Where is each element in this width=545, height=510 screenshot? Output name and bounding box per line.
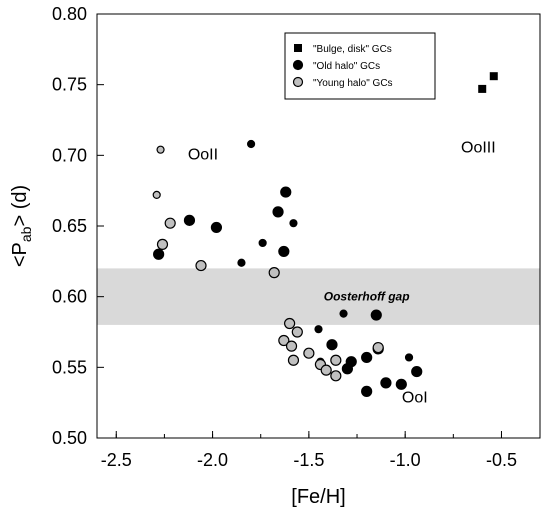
oosterhoff-gap-band — [97, 268, 540, 325]
data-point-circle — [285, 340, 298, 352]
data-point-circle — [284, 317, 296, 330]
data-point-circle — [404, 353, 414, 362]
data-point-circle — [380, 377, 392, 389]
x-tick-label: -2.0 — [197, 450, 228, 470]
y-tick-label: 0.75 — [52, 75, 87, 95]
region-annotations: OoII OoIII OoI — [188, 140, 496, 407]
legend-label: "Bulge, disk" GCs — [313, 44, 392, 55]
data-point-circle — [372, 341, 384, 354]
data-point-circle — [361, 351, 373, 364]
legend-marker-circle — [292, 76, 304, 88]
data-point-circle — [326, 339, 338, 351]
data-point-circle — [330, 354, 342, 366]
data-point-circle — [164, 217, 176, 229]
y-axis-title-main: <P — [9, 242, 31, 267]
y-tick-label: 0.60 — [52, 287, 87, 307]
data-point-circle — [195, 259, 207, 272]
y-axis-title-subscript: ab — [18, 226, 34, 242]
data-point-circle — [183, 214, 196, 226]
data-point-circle — [152, 190, 161, 200]
data-point-circle — [289, 219, 298, 228]
x-tick-label: -2.5 — [101, 450, 132, 470]
legend-box — [284, 32, 436, 100]
data-point-circle — [341, 363, 353, 375]
region-label: OoI — [402, 390, 428, 407]
data-point-circle — [272, 206, 284, 218]
data-point-square — [489, 72, 498, 81]
y-tick-label: 0.70 — [52, 145, 87, 165]
data-point-circle — [287, 354, 300, 366]
data-point-circle — [246, 139, 256, 149]
y-tick-label: 0.80 — [52, 4, 87, 24]
region-label: OoIII — [461, 140, 496, 157]
data-point-circle — [303, 347, 315, 359]
region-label: OoII — [188, 147, 218, 164]
x-axis: -2.5 -2.0 -1.5 -1.0 -0.5 — [101, 431, 517, 470]
data-point-circle — [268, 267, 280, 279]
data-point-circle — [258, 238, 267, 248]
legend-marker-circle — [292, 59, 304, 71]
legend-marker-square — [294, 44, 302, 52]
oosterhoff-gap-label: Oosterhoff gap — [324, 290, 410, 304]
data-point-circle — [370, 309, 382, 321]
legend-label: "Young halo" GCs — [313, 78, 393, 89]
data-point-circle — [280, 186, 292, 198]
data-point-square — [478, 84, 487, 93]
x-tick-label: -0.5 — [486, 450, 517, 470]
y-axis-title: <Pab> (d) — [9, 185, 34, 267]
legend-label: "Old halo" GCs — [313, 61, 380, 72]
data-point-circle — [291, 326, 303, 338]
data-point-circle — [237, 258, 246, 267]
data-point-circle — [320, 364, 332, 376]
y-tick-label: 0.50 — [52, 428, 87, 448]
data-point-circle — [314, 325, 323, 334]
y-axis: 0.50 0.55 0.60 0.65 0.70 0.75 0.80 — [52, 4, 104, 448]
x-axis-title: [Fe/H] — [291, 486, 345, 508]
data-point-circle — [278, 245, 290, 258]
data-point-circle — [153, 248, 165, 260]
data-points — [152, 72, 498, 397]
y-tick-label: 0.55 — [52, 357, 87, 377]
y-tick-label: 0.65 — [52, 216, 87, 236]
data-point-circle — [361, 385, 373, 397]
data-point-circle — [156, 145, 165, 154]
data-point-circle — [395, 378, 407, 390]
legend: "Bulge, disk" GCs "Old halo" GCs "Young ha… — [284, 32, 436, 100]
data-point-circle — [411, 365, 423, 378]
data-point-circle — [278, 334, 290, 347]
x-tick-label: -1.5 — [293, 450, 324, 470]
y-axis-title-tail: > (d) — [9, 185, 31, 227]
data-point-circle — [339, 309, 348, 318]
data-point-circle — [210, 221, 223, 234]
data-point-circle — [330, 370, 342, 382]
data-point-circle — [156, 238, 169, 250]
x-tick-label: -1.0 — [390, 450, 421, 470]
